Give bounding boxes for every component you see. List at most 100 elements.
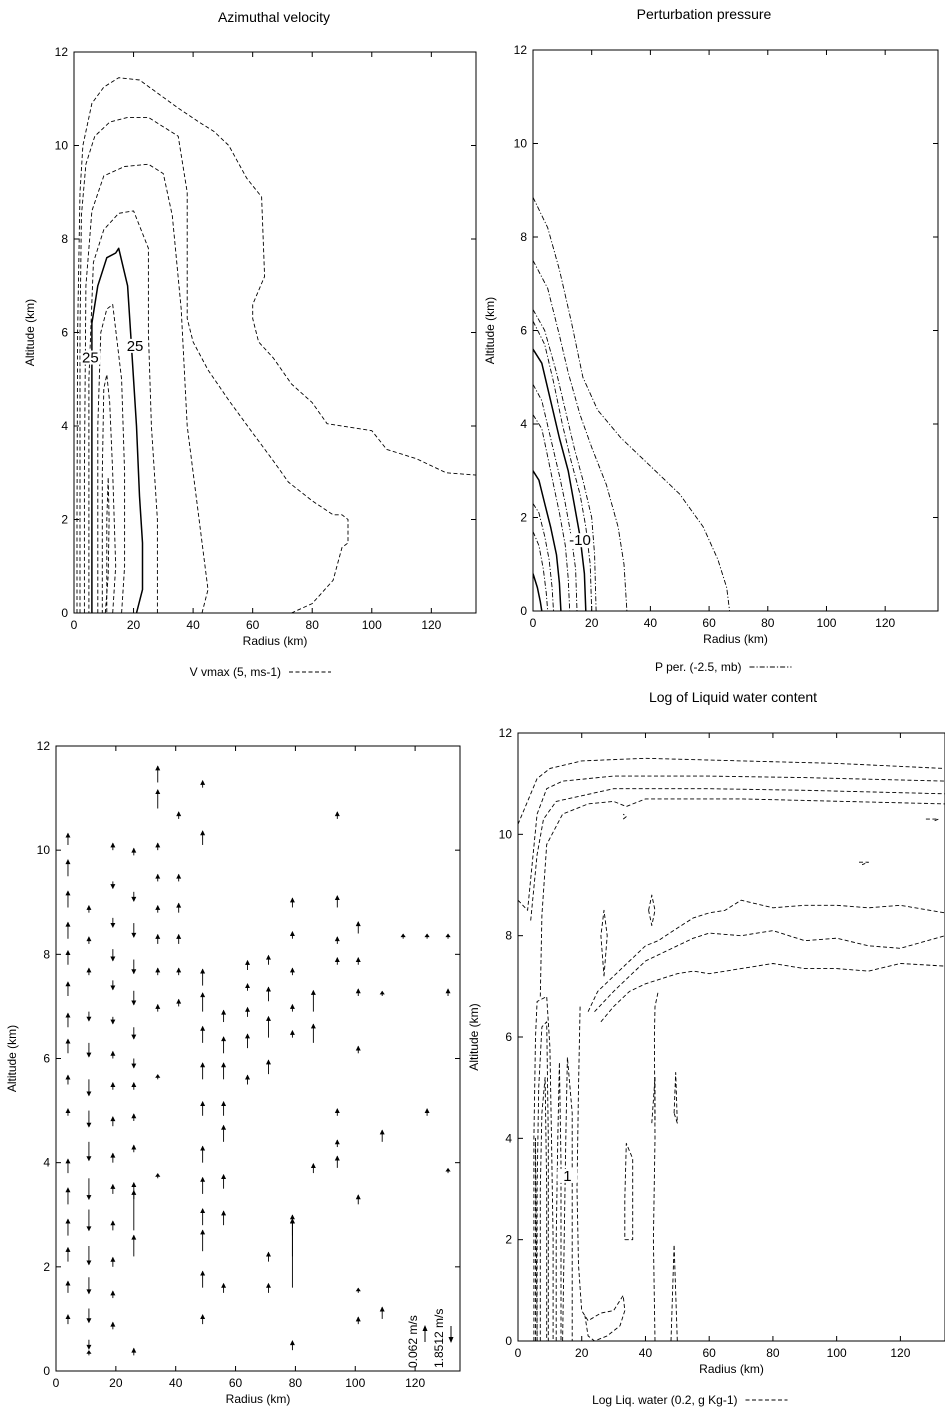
velocity-vector bbox=[200, 830, 206, 845]
x-tick-label: 60 bbox=[246, 618, 260, 632]
velocity-vector bbox=[310, 1163, 316, 1174]
contour-line bbox=[576, 1006, 626, 1341]
vector-head bbox=[86, 1016, 92, 1022]
velocity-vector bbox=[200, 1314, 206, 1325]
vector-head bbox=[86, 1156, 92, 1162]
axis-ticks: 0 20 40 60 80 100 120 0 2 4 6 8 10 12 bbox=[55, 45, 476, 632]
vector-head bbox=[334, 811, 340, 817]
velocity-vector bbox=[200, 1145, 206, 1163]
velocity-vector bbox=[155, 789, 161, 809]
vector-head bbox=[131, 847, 137, 853]
contour-line bbox=[533, 414, 571, 611]
vector-head bbox=[131, 1113, 137, 1119]
vector-head bbox=[176, 902, 182, 908]
vector-head bbox=[131, 969, 137, 975]
velocity-vector bbox=[310, 989, 316, 1012]
vector-head bbox=[86, 904, 92, 910]
contour-label: 25 bbox=[127, 338, 144, 355]
reference-arrow: 1.8512 m/s bbox=[432, 1309, 454, 1368]
reference-arrow-label: 0.062 m/s bbox=[406, 1315, 420, 1368]
x-tick-label: 0 bbox=[530, 616, 537, 630]
vector-head bbox=[110, 1152, 116, 1158]
contour-label-bg bbox=[557, 1168, 578, 1183]
contour-line bbox=[76, 77, 476, 613]
contour-line bbox=[533, 531, 549, 611]
velocity-vector bbox=[131, 1082, 137, 1090]
velocity-vector bbox=[265, 986, 271, 1002]
x-tick-label: 20 bbox=[109, 1376, 123, 1390]
contour-line bbox=[533, 260, 628, 611]
y-tick-label: 10 bbox=[37, 843, 51, 857]
velocity-vector bbox=[131, 923, 137, 938]
velocity-vector bbox=[200, 1025, 206, 1043]
vector-head bbox=[86, 1195, 92, 1201]
velocity-vector bbox=[110, 1321, 116, 1330]
velocity-vector bbox=[245, 983, 251, 991]
vector-head bbox=[200, 1025, 206, 1031]
y-tick-label: 0 bbox=[43, 1364, 50, 1378]
plot-area bbox=[65, 765, 451, 1356]
velocity-vector bbox=[131, 1027, 137, 1040]
vector-head bbox=[334, 957, 340, 963]
reference-arrow: 0.062 m/s bbox=[406, 1315, 428, 1368]
velocity-vector bbox=[355, 1316, 361, 1325]
vector-head bbox=[110, 922, 116, 928]
velocity-vector bbox=[334, 811, 340, 819]
velocity-vector bbox=[65, 832, 71, 845]
vector-head bbox=[200, 1062, 206, 1068]
contour-line-solid bbox=[533, 573, 543, 611]
vector-head bbox=[245, 1006, 251, 1012]
axis-ticks: 0 20 40 60 80 100 120 0 2 4 6 8 10 12 bbox=[499, 726, 911, 1360]
vector-head bbox=[86, 1350, 92, 1354]
velocity-vector bbox=[155, 842, 161, 851]
velocity-vector bbox=[110, 1152, 116, 1163]
vector-head bbox=[221, 1036, 227, 1042]
vector-head bbox=[176, 998, 182, 1004]
vertical-velocity-vector-panel: 0 20 40 60 80 100 120 0 2 4 6 8 10 12 Radius (km) Altit… bbox=[5, 739, 461, 1406]
vector-head bbox=[155, 873, 161, 879]
velocity-vector bbox=[110, 881, 116, 890]
vector-head bbox=[200, 1270, 206, 1276]
velocity-vector bbox=[379, 1306, 385, 1319]
y-tick-label: 2 bbox=[505, 1233, 512, 1247]
velocity-vector bbox=[65, 950, 71, 965]
velocity-vector bbox=[65, 1074, 71, 1085]
velocity-vector bbox=[131, 891, 137, 902]
vector-head bbox=[221, 1101, 227, 1107]
plot-frame bbox=[55, 745, 461, 1372]
velocity-vector bbox=[155, 1074, 161, 1080]
vector-head bbox=[200, 1314, 206, 1320]
vector-head bbox=[355, 988, 361, 994]
x-tick-label: 20 bbox=[575, 1346, 589, 1360]
vector-head bbox=[176, 811, 182, 817]
velocity-vector bbox=[155, 765, 161, 783]
velocity-vector bbox=[155, 933, 161, 944]
velocity-vector bbox=[221, 1124, 227, 1142]
vector-head bbox=[86, 1091, 92, 1097]
y-tick-label: 4 bbox=[520, 417, 527, 431]
vector-head bbox=[221, 1282, 227, 1288]
velocity-vector bbox=[86, 1209, 92, 1232]
velocity-vector bbox=[110, 1082, 116, 1090]
velocity-vector bbox=[65, 1158, 71, 1174]
velocity-vector bbox=[445, 933, 451, 939]
vector-head bbox=[155, 904, 161, 910]
y-tick-label: 8 bbox=[505, 929, 512, 943]
velocity-vector bbox=[86, 1079, 92, 1097]
vector-head bbox=[110, 1183, 116, 1189]
velocity-vector bbox=[110, 917, 116, 928]
velocity-vector bbox=[131, 959, 137, 975]
x-axis-label: Radius (km) bbox=[703, 632, 768, 646]
vector-head bbox=[310, 1023, 316, 1029]
contour-line bbox=[925, 818, 940, 823]
vector-head bbox=[155, 1074, 161, 1078]
contour-line bbox=[651, 1077, 656, 1124]
velocity-vector bbox=[86, 1308, 92, 1324]
velocity-vector bbox=[200, 1176, 206, 1194]
x-tick-label: 80 bbox=[289, 1376, 303, 1390]
x-tick-label: 0 bbox=[71, 618, 78, 632]
vector-head bbox=[65, 1074, 71, 1080]
x-tick-label: 120 bbox=[890, 1346, 910, 1360]
chart-title: Azimuthal velocity bbox=[218, 9, 330, 25]
y-tick-label: 8 bbox=[43, 947, 50, 961]
